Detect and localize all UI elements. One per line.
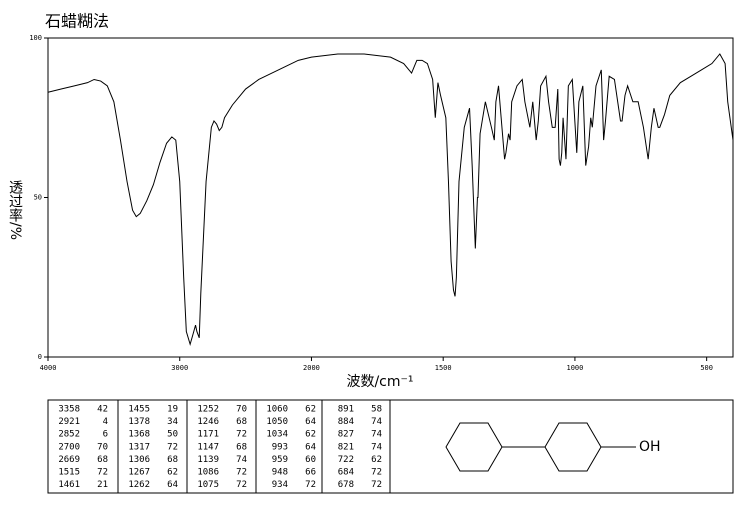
x-axis-label: 波数/cm⁻¹ [346,374,413,390]
x-tick-label: 1000 [566,364,583,372]
peak-transmittance: 68 [167,455,178,465]
peak-wavenumber: 1317 [128,442,150,452]
peak-wavenumber: 821 [338,442,354,452]
chart-title: 石蜡糊法 [45,12,109,31]
peak-transmittance: 68 [97,455,108,465]
structure-label: OH [639,439,661,455]
peak-transmittance: 64 [167,480,178,490]
peak-wavenumber: 2700 [58,442,80,452]
peak-wavenumber: 1368 [128,430,150,440]
y-tick-label: 50 [34,194,42,202]
peak-transmittance: 62 [305,405,316,415]
table-dividers [117,400,391,493]
peak-wavenumber: 1086 [197,468,219,478]
peak-transmittance: 74 [371,430,382,440]
peak-transmittance: 70 [97,442,108,452]
peak-wavenumber: 1267 [128,468,150,478]
structure-bonds [445,422,636,472]
peak-transmittance: 66 [305,468,316,478]
spectrum-line [47,53,734,347]
peak-wavenumber: 948 [272,468,288,478]
peak-transmittance: 62 [371,455,382,465]
peak-wavenumber: 1515 [58,468,80,478]
x-tick-label: 4000 [40,364,57,372]
peak-wavenumber: 1060 [266,405,288,415]
peak-wavenumber: 2852 [58,430,80,440]
peak-wavenumber: 1139 [197,455,219,465]
peak-wavenumber: 1034 [266,430,288,440]
peak-wavenumber: 959 [272,455,288,465]
peak-transmittance: 19 [167,405,178,415]
peak-wavenumber: 934 [272,480,288,490]
peak-transmittance: 74 [371,442,382,452]
peak-wavenumber: 884 [338,417,354,427]
peak-wavenumber: 1455 [128,405,150,415]
peak-wavenumber: 1147 [197,442,219,452]
x-tick-label: 3000 [171,364,188,372]
peak-transmittance: 64 [305,417,316,427]
peak-transmittance: 72 [236,468,247,478]
peak-transmittance: 64 [305,442,316,452]
peak-wavenumber: 2669 [58,455,80,465]
peak-transmittance: 70 [236,405,247,415]
plot-frame [47,37,734,358]
x-tick-label: 500 [700,364,713,372]
peak-transmittance: 74 [236,455,247,465]
peak-transmittance: 68 [236,417,247,427]
peak-wavenumber: 678 [338,480,354,490]
peak-transmittance: 34 [167,417,178,427]
peak-wavenumber: 722 [338,455,354,465]
peak-transmittance: 62 [167,468,178,478]
peak-transmittance: 58 [371,405,382,415]
peak-wavenumber: 1171 [197,430,219,440]
peak-transmittance: 72 [167,442,178,452]
peak-wavenumber: 1461 [58,480,80,490]
peak-transmittance: 42 [97,405,108,415]
peak-transmittance: 72 [236,430,247,440]
peak-wavenumber: 1252 [197,405,219,415]
peak-wavenumber: 3358 [58,405,80,415]
peak-transmittance: 62 [305,430,316,440]
y-axis-label: 透过率/% [7,180,23,240]
y-tick-label: 100 [29,34,42,42]
peak-wavenumber: 1378 [128,417,150,427]
y-tick-label: 0 [38,353,42,361]
peak-transmittance: 4 [103,417,108,427]
peak-transmittance: 6 [103,430,108,440]
peak-transmittance: 72 [371,468,382,478]
peak-wavenumber: 1075 [197,480,219,490]
peak-wavenumber: 684 [338,468,354,478]
peak-transmittance: 50 [167,430,178,440]
peak-wavenumber: 1050 [266,417,288,427]
peak-transmittance: 74 [371,417,382,427]
peak-transmittance: 72 [236,480,247,490]
peak-wavenumber: 993 [272,442,288,452]
peak-transmittance: 72 [371,480,382,490]
peak-transmittance: 72 [305,480,316,490]
peak-wavenumber: 1246 [197,417,219,427]
peak-wavenumber: 827 [338,430,354,440]
peak-wavenumber: 1306 [128,455,150,465]
peak-wavenumber: 891 [338,405,354,415]
peak-wavenumber: 2921 [58,417,80,427]
peak-wavenumber: 1262 [128,480,150,490]
peak-transmittance: 68 [236,442,247,452]
x-tick-label: 1500 [435,364,452,372]
x-tick-label: 2000 [303,364,320,372]
peak-transmittance: 21 [97,480,108,490]
peak-transmittance: 72 [97,468,108,478]
peak-transmittance: 60 [305,455,316,465]
